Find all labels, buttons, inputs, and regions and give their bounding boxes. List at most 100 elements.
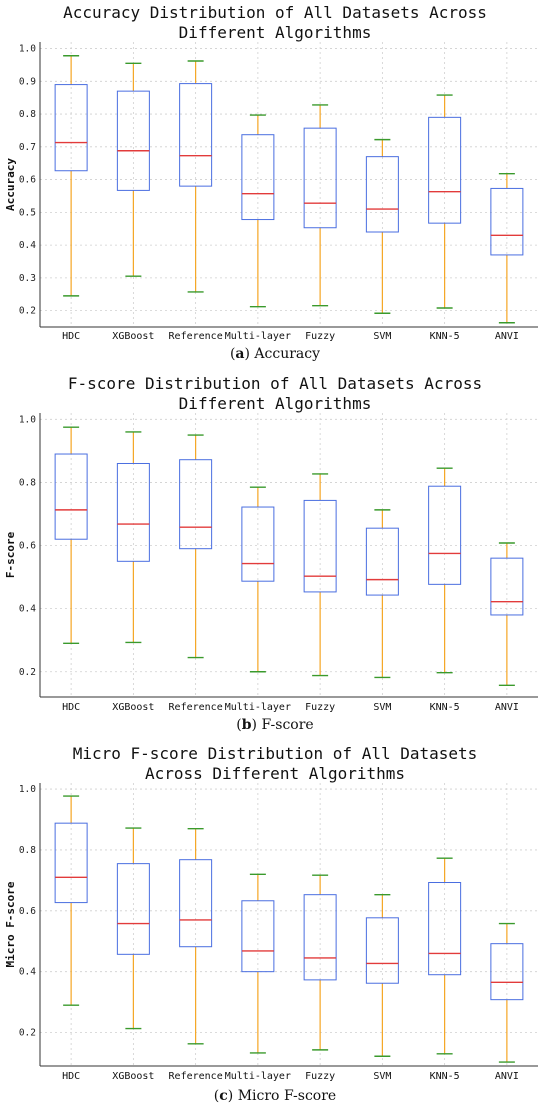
chart-panel-2: F-score Distribution of All Datasets Acr… xyxy=(4,374,538,733)
x-tick-label: Fuzzy xyxy=(305,331,335,342)
y-tick-label: 0.2 xyxy=(19,1028,36,1039)
box-hdc xyxy=(54,426,88,645)
x-tick-label: ANVI xyxy=(495,331,519,342)
caption-paren-close: ) xyxy=(228,1088,233,1104)
chart-title-line: Different Algorithms xyxy=(179,23,372,42)
y-tick-label: 1.0 xyxy=(19,784,36,795)
y-tick-label: 1.0 xyxy=(19,414,36,425)
y-axis-label: Accuracy xyxy=(4,158,17,211)
x-tick-label: SVM xyxy=(373,1071,391,1082)
y-tick-label: 0.6 xyxy=(19,906,36,917)
y-tick-label: 0.4 xyxy=(19,604,36,615)
y-axis-label: Micro F-score xyxy=(4,881,17,967)
y-tick-label: 0.6 xyxy=(19,541,36,552)
box-iqr xyxy=(241,134,275,221)
x-tick-label: KNN-5 xyxy=(430,1071,460,1082)
x-tick-label: KNN-5 xyxy=(430,702,460,713)
y-tick-label: 1.0 xyxy=(19,44,36,55)
y-tick-label: 0.3 xyxy=(19,273,36,284)
caption-letter: a xyxy=(235,346,244,362)
x-tick-label: HDC xyxy=(62,331,80,342)
y-tick-label: 0.8 xyxy=(19,477,36,488)
box-iqr xyxy=(179,859,213,948)
caption-paren-open: ( xyxy=(230,346,235,362)
chart-panel-1: Accuracy Distribution of All Datasets Ac… xyxy=(4,3,538,362)
caption-letter: b xyxy=(242,717,252,733)
box-xgboost xyxy=(116,827,150,1030)
caption-text: Accuracy xyxy=(250,346,320,362)
chart-title-line: Micro F-score Distribution of All Datase… xyxy=(73,744,478,763)
box-iqr xyxy=(490,943,524,1001)
box-iqr xyxy=(179,83,213,187)
chart-title-line: F-score Distribution of All Datasets Acr… xyxy=(68,374,482,393)
box-hdc xyxy=(54,795,88,1006)
box-anvi xyxy=(490,922,524,1063)
caption-paren-open: ( xyxy=(236,717,241,733)
box-knn-5 xyxy=(428,857,462,1055)
box-svm xyxy=(365,509,399,679)
panel-caption: (a) Accuracy xyxy=(230,346,320,362)
box-svm xyxy=(365,138,399,314)
box-fuzzy xyxy=(303,874,337,1051)
box-multi-layer xyxy=(241,114,275,308)
box-iqr xyxy=(54,822,88,904)
box-iqr xyxy=(241,900,275,973)
box-reference xyxy=(179,434,213,659)
box-iqr xyxy=(303,127,337,229)
x-tick-label: Reference xyxy=(169,702,223,713)
x-tick-label: ANVI xyxy=(495,702,519,713)
x-tick-label: ANVI xyxy=(495,1071,519,1082)
box-anvi xyxy=(490,542,524,687)
box-anvi xyxy=(490,172,524,324)
box-fuzzy xyxy=(303,473,337,677)
box-iqr xyxy=(428,116,462,224)
y-tick-label: 0.2 xyxy=(19,667,36,678)
caption-paren-close: ) xyxy=(252,717,257,733)
y-tick-label: 0.8 xyxy=(19,109,36,120)
box-iqr xyxy=(241,506,275,582)
x-tick-label: KNN-5 xyxy=(430,331,460,342)
panel-caption: (b) F-score xyxy=(236,717,313,733)
x-tick-label: SVM xyxy=(373,331,391,342)
box-iqr xyxy=(116,462,150,562)
box-iqr xyxy=(54,453,88,540)
x-tick-label: SVM xyxy=(373,702,391,713)
box-fuzzy xyxy=(303,104,337,307)
box-reference xyxy=(179,827,213,1045)
caption-paren-open: ( xyxy=(214,1088,219,1104)
box-iqr xyxy=(303,894,337,981)
y-axis-label: F-score xyxy=(4,531,17,578)
box-iqr xyxy=(179,459,213,550)
caption-text: F-score xyxy=(257,717,314,733)
y-tick-label: 0.6 xyxy=(19,175,36,186)
caption-letter: c xyxy=(219,1088,228,1104)
box-iqr xyxy=(365,156,399,233)
box-iqr xyxy=(428,882,462,976)
box-multi-layer xyxy=(241,486,275,673)
box-iqr xyxy=(365,527,399,596)
caption-text: Micro F-score xyxy=(233,1088,336,1104)
x-tick-label: HDC xyxy=(62,702,80,713)
box-iqr xyxy=(116,863,150,955)
y-tick-label: 0.8 xyxy=(19,845,36,856)
x-tick-label: Multi-layer xyxy=(225,1071,291,1082)
box-iqr xyxy=(303,499,337,593)
x-tick-label: XGBoost xyxy=(112,702,154,713)
y-tick-label: 0.2 xyxy=(19,306,36,317)
y-tick-label: 0.4 xyxy=(19,240,36,251)
box-knn-5 xyxy=(428,467,462,674)
x-tick-label: Multi-layer xyxy=(225,331,291,342)
x-tick-label: XGBoost xyxy=(112,1071,154,1082)
y-tick-label: 0.4 xyxy=(19,967,36,978)
box-xgboost xyxy=(116,62,150,277)
chart-title-line: Across Different Algorithms xyxy=(145,764,405,783)
y-tick-label: 0.5 xyxy=(19,207,36,218)
chart-title-line: Different Algorithms xyxy=(179,394,372,413)
box-iqr xyxy=(365,917,399,984)
box-reference xyxy=(179,60,213,293)
box-xgboost xyxy=(116,431,150,644)
box-hdc xyxy=(54,55,88,297)
y-tick-label: 0.9 xyxy=(19,76,36,87)
